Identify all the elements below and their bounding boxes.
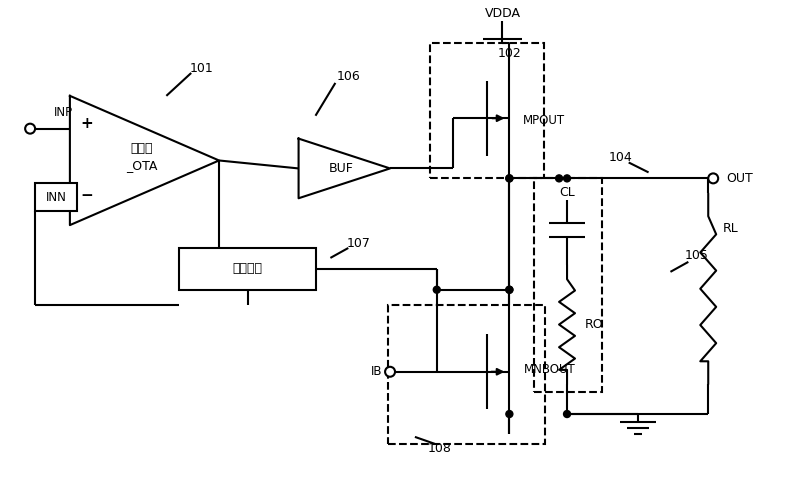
Text: BUF: BUF — [329, 162, 354, 175]
Text: RL: RL — [723, 222, 739, 235]
Text: 轨至轨: 轨至轨 — [130, 142, 153, 155]
Text: _OTA: _OTA — [126, 159, 157, 172]
Text: −: − — [81, 188, 93, 203]
Text: INN: INN — [46, 191, 66, 204]
Circle shape — [708, 173, 718, 183]
Polygon shape — [70, 96, 219, 225]
Circle shape — [563, 175, 570, 182]
Bar — [388, 305, 545, 444]
Bar — [179, 248, 317, 290]
Circle shape — [563, 411, 570, 417]
Text: MNBOUT: MNBOUT — [524, 363, 576, 376]
Text: 106: 106 — [337, 71, 360, 83]
Circle shape — [506, 175, 513, 182]
Text: VDDA: VDDA — [485, 7, 521, 20]
Text: IB: IB — [370, 365, 382, 378]
Text: MPOUT: MPOUT — [523, 114, 566, 127]
Text: 107: 107 — [346, 237, 370, 249]
Text: RO: RO — [585, 318, 603, 331]
Text: 102: 102 — [498, 47, 522, 59]
Polygon shape — [298, 139, 390, 198]
Circle shape — [434, 286, 440, 293]
Circle shape — [506, 411, 513, 417]
Circle shape — [385, 367, 395, 377]
Circle shape — [25, 124, 35, 133]
Text: CL: CL — [559, 186, 575, 199]
Bar — [35, 183, 77, 211]
Text: 104: 104 — [609, 151, 633, 164]
Circle shape — [506, 286, 513, 293]
Circle shape — [556, 175, 562, 182]
Bar — [430, 43, 544, 178]
Bar — [534, 178, 602, 392]
Text: 101: 101 — [190, 61, 213, 75]
Circle shape — [506, 286, 513, 293]
Text: 补偿电路: 补偿电路 — [233, 262, 263, 275]
Text: 108: 108 — [428, 442, 452, 455]
Circle shape — [506, 175, 513, 182]
Text: OUT: OUT — [726, 172, 753, 185]
Text: INP: INP — [54, 106, 74, 119]
Text: 105: 105 — [684, 249, 708, 262]
Text: +: + — [81, 116, 93, 131]
